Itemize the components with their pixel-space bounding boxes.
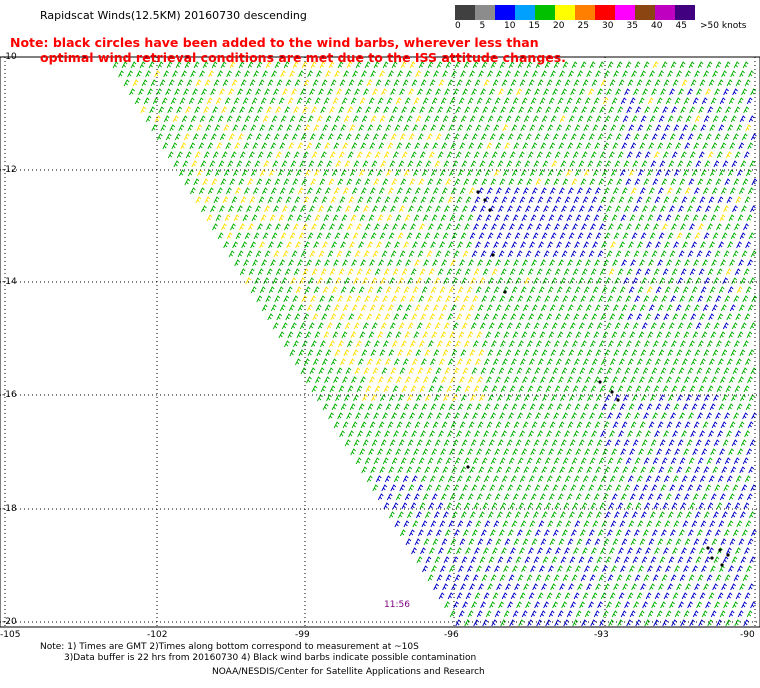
footer-note-line1: Note: 1) Times are GMT 2)Times along bot… <box>40 642 419 652</box>
colorbar-swatch <box>635 5 655 20</box>
lon-label: -102 <box>147 630 168 640</box>
contamination-marker <box>476 190 480 194</box>
contamination-marker <box>598 380 602 384</box>
colorbar-tick-label: 35 <box>626 21 638 31</box>
wind-barbs <box>112 61 758 627</box>
footer-note-line2: 3)Data buffer is 22 hrs from 20160730 4)… <box>64 653 477 663</box>
lon-label: -99 <box>295 630 310 640</box>
contamination-note-line1: Note: black circles have been added to t… <box>10 35 539 50</box>
lon-label: -96 <box>444 630 459 640</box>
lat-label: -12 <box>2 165 17 175</box>
contamination-marker <box>483 198 487 202</box>
lat-label: -14 <box>2 277 17 287</box>
contamination-marker <box>610 390 614 394</box>
colorbar-tick-label: 40 <box>651 21 663 31</box>
contamination-marker <box>466 465 470 469</box>
colorbar-swatch <box>675 5 695 20</box>
colorbar-swatch <box>595 5 615 20</box>
contamination-marker <box>706 546 710 550</box>
colorbar-tick-label: 30 <box>602 21 614 31</box>
wind-barb-group <box>132 61 752 402</box>
lat-label: -16 <box>2 390 17 400</box>
colorbar-tick-label: >50 knots <box>700 21 747 31</box>
contamination-marker <box>710 556 714 560</box>
colorbar-tick-label: 10 <box>504 21 516 31</box>
contamination-marker <box>491 253 495 257</box>
contamination-note-line2: optimal wind retrieval conditions are me… <box>40 50 566 65</box>
colorbar-tick-label: 45 <box>675 21 687 31</box>
colorbar-swatch <box>455 5 475 20</box>
colorbar-tick-label: 5 <box>479 21 486 31</box>
contamination-marker <box>488 208 492 212</box>
lon-label: -90 <box>740 630 755 640</box>
colorbar-tick-label: 25 <box>577 21 589 31</box>
lon-label: -105 <box>0 630 21 640</box>
colorbar-tick-label: 15 <box>528 21 540 31</box>
lat-label: -18 <box>2 504 17 514</box>
colorbar-swatch <box>515 5 535 20</box>
pass-time-label: 11:56 <box>384 600 410 610</box>
colorbar-swatch <box>495 5 515 20</box>
colorbar-tick-label: 0 <box>455 21 461 31</box>
lat-lon-grid <box>0 56 760 627</box>
colorbar-swatch <box>575 5 595 20</box>
colorbar-swatch <box>615 5 635 20</box>
contamination-marker <box>726 553 730 557</box>
footer-credit: NOAA/NESDIS/Center for Satellite Applica… <box>212 667 485 677</box>
wind-barb-group <box>375 88 758 627</box>
wind-speed-colorbar <box>455 5 695 20</box>
colorbar-swatch <box>535 5 555 20</box>
map-title: Rapidscat Winds(12.5KM) 20160730 descend… <box>40 9 307 22</box>
contamination-marker <box>718 548 722 552</box>
contamination-marker <box>720 563 724 567</box>
contamination-marker <box>616 398 620 402</box>
lon-label: -93 <box>594 630 609 640</box>
lat-label: -10 <box>2 52 17 62</box>
wind-barb-group <box>112 61 758 627</box>
lat-label: -20 <box>2 617 17 627</box>
map-frame <box>0 56 760 628</box>
colorbar-swatch <box>475 5 495 20</box>
colorbar-swatch <box>655 5 675 20</box>
colorbar-swatch <box>555 5 575 20</box>
contamination-marker <box>503 290 507 294</box>
colorbar-tick-label: 20 <box>553 21 565 31</box>
